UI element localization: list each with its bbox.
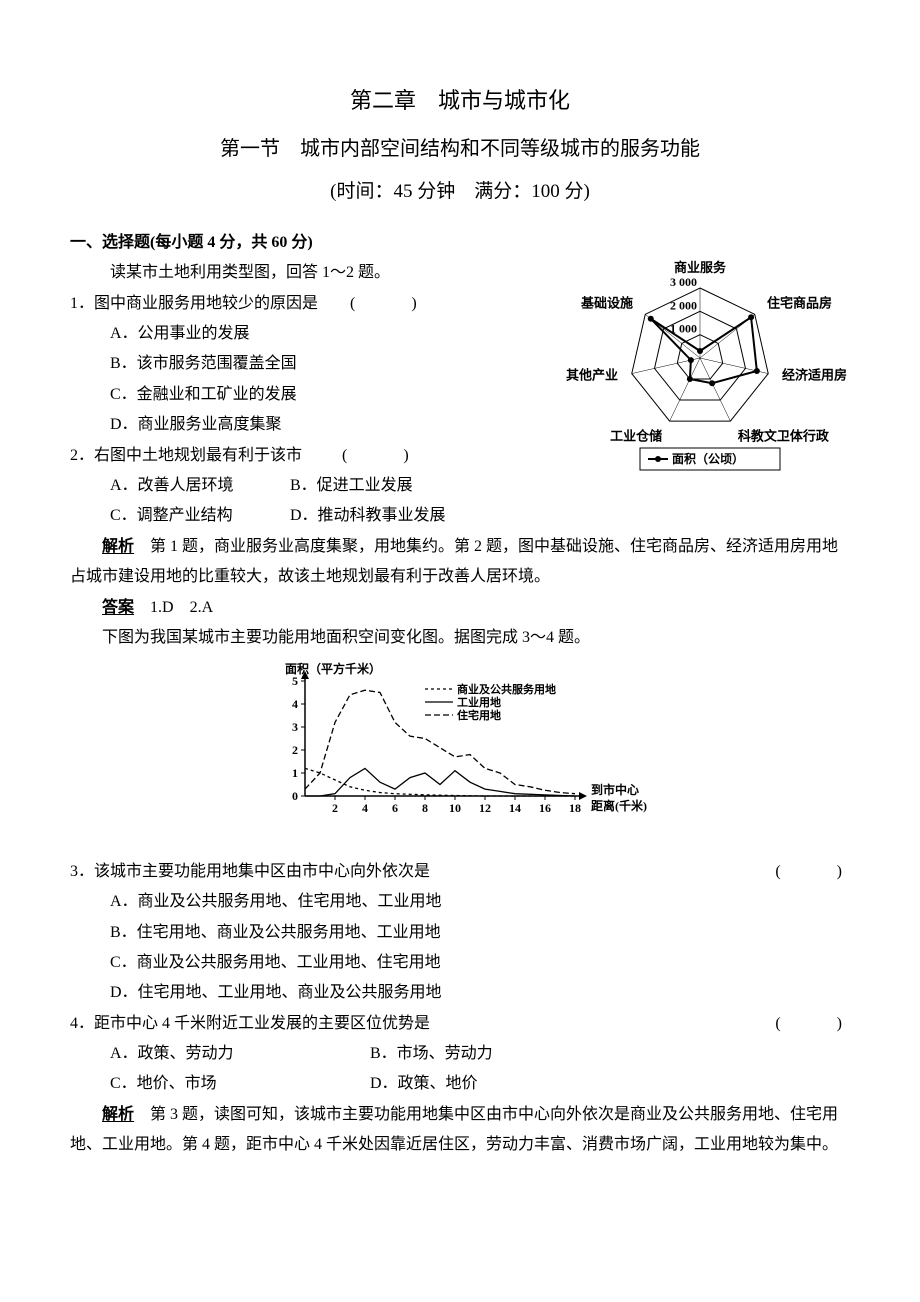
q2-opts-row2: C．调整产业结构 D．推动科教事业发展 bbox=[70, 501, 850, 531]
q3-opt-C: C．商业及公共服务用地、工业用地、住宅用地 bbox=[70, 948, 850, 978]
svg-text:4: 4 bbox=[292, 697, 298, 711]
svg-text:1: 1 bbox=[292, 766, 298, 780]
svg-text:工业用地: 工业用地 bbox=[457, 695, 501, 709]
answer-1-2: 答案 1.D 2.A bbox=[70, 593, 850, 623]
q2-stem: 2．右图中土地规划最有利于该市 bbox=[70, 447, 302, 464]
q4-opt-B: B．市场、劳动力 bbox=[370, 1045, 493, 1062]
svg-text:商业服务: 商业服务 bbox=[674, 260, 727, 275]
svg-text:4: 4 bbox=[362, 801, 368, 815]
svg-text:16: 16 bbox=[539, 801, 551, 815]
q4-paren: ( ) bbox=[775, 1009, 850, 1039]
explain-label-34: 解析 bbox=[102, 1106, 134, 1123]
q4-opt-D: D．政策、地价 bbox=[370, 1075, 478, 1092]
svg-text:其他产业: 其他产业 bbox=[566, 368, 618, 383]
explain-label-12: 解析 bbox=[102, 538, 134, 555]
timing-line: (时间：45 分钟 满分：100 分) bbox=[70, 174, 850, 210]
explain-3-4: 解析 第 3 题，读图可知，该城市主要功能用地集中区由市中心向外依次是商业及公共… bbox=[70, 1100, 850, 1161]
q3-paren: ( ) bbox=[775, 857, 850, 887]
q2-stem-line: 2．右图中土地规划最有利于该市 ( ) bbox=[70, 441, 850, 471]
q3-opt-B: B．住宅用地、商业及公共服务用地、工业用地 bbox=[70, 918, 850, 948]
q2-opt-C: C．调整产业结构 bbox=[110, 501, 286, 531]
svg-text:14: 14 bbox=[509, 801, 521, 815]
svg-text:住宅用地: 住宅用地 bbox=[457, 708, 501, 722]
q1-paren: ( ) bbox=[350, 295, 425, 312]
svg-text:到市中心: 到市中心 bbox=[591, 782, 639, 797]
q2-opt-B: B．促进工业发展 bbox=[290, 477, 413, 494]
svg-text:商业及公共服务用地: 商业及公共服务用地 bbox=[457, 682, 556, 696]
q3-opt-A: A．商业及公共服务用地、住宅用地、工业用地 bbox=[70, 887, 850, 917]
answer-text-12: 1.D 2.A bbox=[134, 599, 213, 616]
intro-3-4: 下图为我国某城市主要功能用地面积空间变化图。据图完成 3～4 题。 bbox=[70, 623, 850, 653]
q1-stem: 1．图中商业服务用地较少的原因是 bbox=[70, 295, 318, 312]
explain-text-34: 第 3 题，读图可知，该城市主要功能用地集中区由市中心向外依次是商业及公共服务用… bbox=[70, 1106, 838, 1153]
q4-opts-row2: C．地价、市场 D．政策、地价 bbox=[70, 1069, 850, 1099]
svg-text:经济适用房: 经济适用房 bbox=[782, 368, 847, 383]
q4-opts-row1: A．政策、劳动力 B．市场、劳动力 bbox=[70, 1039, 850, 1069]
svg-text:面积（平方千米）: 面积（平方千米） bbox=[285, 661, 381, 676]
q2-opt-D: D．推动科教事业发展 bbox=[290, 507, 446, 524]
q4-stem-line: 4．距市中心 4 千米附近工业发展的主要区位优势是 ( ) bbox=[70, 1009, 850, 1039]
q4-opt-C: C．地价、市场 bbox=[110, 1069, 366, 1099]
svg-text:1 000: 1 000 bbox=[670, 322, 697, 336]
explain-1-2: 解析 第 1 题，商业服务业高度集聚，用地集约。第 2 题，图中基础设施、住宅商… bbox=[70, 532, 850, 593]
answer-label-12: 答案 bbox=[102, 599, 134, 616]
q4-opt-A: A．政策、劳动力 bbox=[110, 1039, 366, 1069]
line-chart: 01234524681012141618面积（平方千米）到市中心距离(千米)商业… bbox=[70, 661, 850, 842]
q1-stem-line: 1．图中商业服务用地较少的原因是 ( ) bbox=[70, 289, 850, 319]
chapter-title: 第二章 城市与城市化 bbox=[70, 80, 850, 122]
q4-stem: 4．距市中心 4 千米附近工业发展的主要区位优势是 bbox=[70, 1015, 430, 1032]
svg-text:18: 18 bbox=[569, 801, 581, 815]
svg-text:6: 6 bbox=[392, 801, 398, 815]
q3-stem: 3．该城市主要功能用地集中区由市中心向外依次是 bbox=[70, 863, 430, 880]
svg-text:3: 3 bbox=[292, 720, 298, 734]
explain-text-12: 第 1 题，商业服务业高度集聚，用地集约。第 2 题，图中基础设施、住宅商品房、… bbox=[70, 538, 838, 585]
svg-text:5: 5 bbox=[292, 674, 298, 688]
svg-text:8: 8 bbox=[422, 801, 428, 815]
line-svg: 01234524681012141618面积（平方千米）到市中心距离(千米)商业… bbox=[250, 661, 670, 831]
svg-text:12: 12 bbox=[479, 801, 491, 815]
svg-text:2: 2 bbox=[292, 743, 298, 757]
svg-text:3 000: 3 000 bbox=[670, 275, 697, 289]
q3-opt-D: D．住宅用地、工业用地、商业及公共服务用地 bbox=[70, 978, 850, 1008]
section-title: 第一节 城市内部空间结构和不同等级城市的服务功能 bbox=[70, 130, 850, 168]
svg-text:10: 10 bbox=[449, 801, 461, 815]
svg-text:0: 0 bbox=[292, 789, 298, 803]
q2-opt-A: A．改善人居环境 bbox=[110, 471, 286, 501]
svg-text:距离(千米): 距离(千米) bbox=[591, 798, 647, 813]
q2-paren: ( ) bbox=[342, 447, 417, 464]
svg-text:2: 2 bbox=[332, 801, 338, 815]
q3-stem-line: 3．该城市主要功能用地集中区由市中心向外依次是 ( ) bbox=[70, 857, 850, 887]
